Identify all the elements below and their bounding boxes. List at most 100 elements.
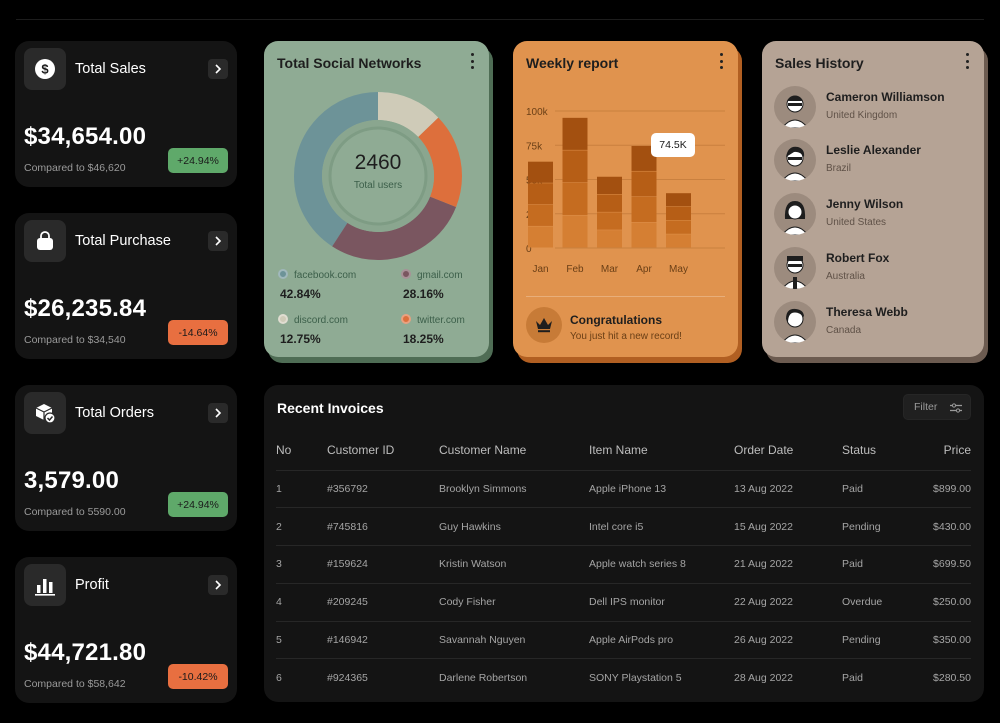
divider [526, 296, 725, 297]
avatar [774, 193, 816, 235]
legend-facebook: facebook.com 42.84% [278, 269, 356, 301]
customer-id: #745816 [327, 507, 439, 547]
stat-title: Total Sales [75, 61, 146, 77]
chart-tooltip: 74.5K [651, 133, 695, 157]
x-tick-label: Apr [636, 264, 652, 275]
invoice-no: 6 [276, 672, 282, 685]
invoice-no: 4 [276, 583, 327, 622]
column-header[interactable]: No [276, 430, 327, 471]
stat-value: 3,579.00 [24, 467, 120, 494]
column-header[interactable]: Customer Name [439, 430, 589, 471]
stat-card-profit[interactable]: Profit $44,721.80 Compared to $58,642 -1… [15, 557, 237, 703]
change-badge: -14.64% [168, 320, 228, 345]
sliders-icon [950, 403, 962, 413]
social-networks-card: Total Social Networks 2460 Total users f… [264, 41, 489, 357]
list-item[interactable]: Leslie Alexander Brazil [774, 139, 974, 183]
chevron-right-icon[interactable] [208, 575, 228, 595]
person-country: United States [826, 217, 887, 228]
item-name: SONY Playstation 5 [589, 672, 682, 685]
table-row[interactable]: 6 #924365 Darlene Robertson SONY Playstatio… [276, 659, 971, 697]
table-row[interactable]: 3 #159624 Kristin Watson Apple watch series… [276, 545, 971, 584]
stat-compare: Compared to $46,620 [24, 162, 126, 174]
person-name: Jenny Wilson [826, 197, 904, 211]
legend-label: gmail.com [417, 270, 463, 281]
more-options-icon[interactable] [718, 53, 724, 69]
price: $280.50 [933, 672, 971, 685]
legend-gmail: gmail.com 28.16% [401, 269, 463, 301]
legend-pct: 18.25% [403, 332, 444, 346]
donut-segment-discord [294, 92, 462, 260]
stat-compare: Compared to $58,642 [24, 678, 126, 690]
bar-feb[interactable] [562, 117, 588, 248]
more-options-icon[interactable] [469, 53, 475, 69]
stat-compare: Compared to 5590.00 [24, 506, 126, 518]
invoice-no: 2 [276, 507, 327, 547]
x-tick-label: Feb [566, 264, 584, 275]
filter-button[interactable]: Filter [903, 394, 971, 420]
bar-apr[interactable] [631, 145, 657, 248]
chevron-right-icon[interactable] [208, 59, 228, 79]
invoice-no: 3 [276, 545, 327, 584]
stat-value: $34,654.00 [24, 123, 147, 150]
column-header[interactable]: Item Name [589, 430, 734, 471]
order-date: 28 Aug 2022 [734, 672, 793, 685]
bar-jan[interactable] [528, 161, 553, 248]
total-users-value: 2460 [354, 151, 402, 174]
order-date: 26 Aug 2022 [734, 621, 842, 660]
column-header[interactable]: Order Date [734, 430, 842, 471]
change-badge: -10.42% [168, 664, 228, 689]
price: $699.50 [922, 545, 971, 584]
column-header[interactable]: Status [842, 430, 922, 471]
status: Paid [842, 545, 922, 584]
donut-chart [294, 92, 462, 260]
price: $250.00 [922, 583, 971, 622]
weekly-bar-chart: 025k50k75k100kJanFebMarAprMay [526, 107, 725, 275]
stat-title: Profit [75, 577, 109, 593]
table-row[interactable]: 4 #209245 Cody Fisher Dell IPS monitor 22 Au… [276, 583, 971, 622]
person-name: Leslie Alexander [826, 143, 921, 157]
list-item[interactable]: Jenny Wilson United States [774, 193, 974, 237]
customer-id: #356792 [327, 470, 439, 509]
stat-value: $26,235.84 [24, 295, 147, 322]
list-item[interactable]: Theresa Webb Canada [774, 301, 974, 345]
legend-pct: 42.84% [280, 287, 321, 301]
avatar [774, 86, 816, 128]
item-name: Apple AirPods pro [589, 621, 734, 660]
legend-dot [401, 314, 411, 324]
order-date: 21 Aug 2022 [734, 545, 842, 584]
chevron-right-icon[interactable] [208, 231, 228, 251]
stat-value: $44,721.80 [24, 639, 147, 666]
bar-mar[interactable] [597, 176, 622, 248]
table-row[interactable]: 5 #146942 Savannah Nguyen Apple AirPods pro… [276, 621, 971, 660]
price: $899.00 [922, 470, 971, 509]
invoices-table: No Customer ID Customer Name Item Name O… [276, 430, 971, 697]
column-header[interactable]: Customer ID [327, 430, 439, 471]
legend-dot [401, 269, 411, 279]
chevron-right-icon[interactable] [208, 403, 228, 423]
congrats-title: Congratulations [570, 313, 662, 327]
stat-card-total-purchase[interactable]: Total Purchase $26,235.84 Compared to $3… [15, 213, 237, 359]
column-header[interactable]: Price [922, 430, 971, 471]
crown-icon [526, 307, 562, 343]
status: Overdue [842, 583, 922, 622]
person-name: Robert Fox [826, 251, 890, 265]
stat-title: Total Purchase [75, 233, 171, 249]
more-options-icon[interactable] [964, 53, 970, 69]
legend-twitter: twitter.com 18.25% [401, 314, 465, 346]
customer-name: Guy Hawkins [439, 507, 589, 547]
bar-chart-icon [24, 564, 66, 606]
total-users-label: Total users [353, 180, 403, 191]
stat-card-total-sales[interactable]: $ Total Sales $34,654.00 Compared to $46… [15, 41, 237, 187]
customer-id: #924365 [327, 672, 368, 685]
list-item[interactable]: Robert Fox Australia [774, 247, 974, 291]
table-row[interactable]: 2 #745816 Guy Hawkins Intel core i5 15 Aug 2… [276, 507, 971, 547]
list-item[interactable]: Cameron Williamson United Kingdom [774, 86, 974, 130]
bar-may[interactable] [666, 193, 691, 248]
legend-dot [278, 269, 288, 279]
order-date: 13 Aug 2022 [734, 470, 842, 509]
legend-label: discord.com [294, 315, 348, 326]
invoice-no: 1 [276, 470, 327, 509]
table-row[interactable]: 1 #356792 Brooklyn Simmons Apple iPhone 13 1… [276, 470, 971, 509]
y-tick-label: 100k [526, 107, 549, 118]
stat-card-total-orders[interactable]: Total Orders 3,579.00 Compared to 5590.0… [15, 385, 237, 531]
